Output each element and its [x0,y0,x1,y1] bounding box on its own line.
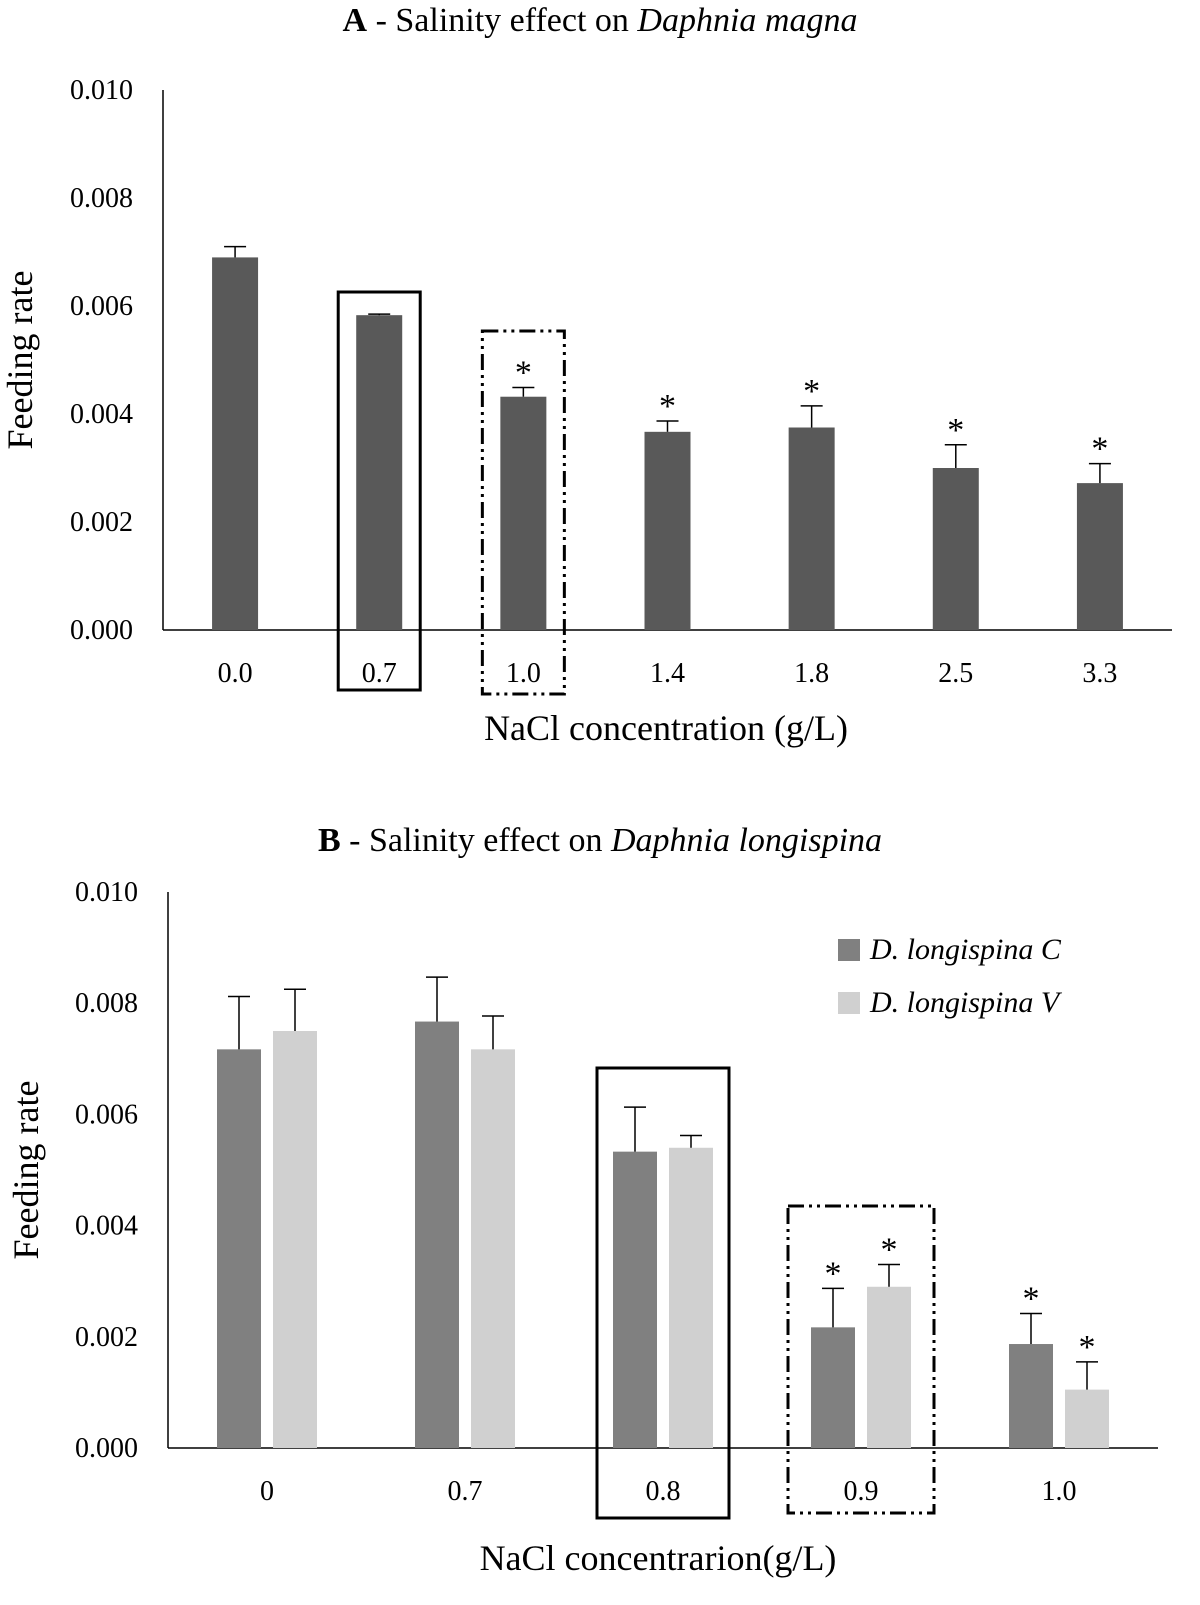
y-tick-label: 0.002 [70,507,133,538]
legend-swatch [838,939,860,961]
x-tick-label: 0.7 [362,658,397,689]
significance-star: * [825,1255,842,1292]
highlight-box-solid [595,1066,731,1520]
y-tick-label: 0.010 [70,75,133,106]
significance-star: * [515,355,532,392]
x-tick-label: 0.8 [646,1476,681,1507]
x-axis-label: NaCl concentrarion(g/L) [480,1538,837,1578]
x-tick-label: 1.8 [794,658,829,689]
y-tick-label: 0.004 [75,1211,138,1242]
bar [613,1151,657,1448]
y-tick-label: 0.000 [70,615,133,646]
title-text: - Salinity effect on [367,2,638,39]
chart-title-b: B - Salinity effect on Daphnia longispin… [0,822,1200,860]
significance-star: * [659,388,676,425]
bar [217,1049,261,1448]
significance-star: * [1079,1329,1096,1366]
title-text: - Salinity effect on [340,822,611,859]
bar-chart-b: 0.000 0.002 0.004 0.006 0.008 0.010 0 0.7 0.8 * * 0… [6,877,1158,1578]
x-tick-label: 1.0 [506,658,541,689]
highlight-box-dashdot [480,329,566,696]
bar [1076,483,1123,630]
y-tick-label: 0.006 [75,1099,138,1130]
x-tick-label: 0.9 [844,1476,879,1507]
title-letter: A [342,2,368,39]
significance-star: * [947,412,964,449]
bar [788,427,835,630]
significance-star: * [881,1232,898,1269]
y-tick-label: 0.008 [75,988,138,1019]
bar [212,257,259,630]
bar [1065,1389,1109,1448]
x-tick-label: 1.4 [650,658,685,689]
panel-b: B - Salinity effect on Daphnia longispin… [0,810,1200,1605]
highlight-box-solid [336,290,422,692]
y-tick-label: 0.008 [70,183,133,214]
y-tick-label: 0.010 [75,877,138,908]
significance-star: * [1023,1280,1040,1317]
bar [669,1147,713,1448]
y-axis-label: Feeding rate [6,1081,46,1260]
x-tick-label: 0 [260,1476,274,1507]
panel-a: A - Salinity effect on Daphnia magna 0.0… [0,0,1200,790]
x-tick-label: 0.7 [448,1476,483,1507]
x-axis-label: NaCl concentration (g/L) [484,708,848,748]
legend-label: D. longispina C [869,933,1062,966]
x-tick-label: 3.3 [1082,658,1117,689]
bar [415,1021,459,1448]
chart-title-a: A - Salinity effect on Daphnia magna [0,2,1200,40]
bar [273,1031,317,1448]
bar [932,468,979,630]
bar [356,315,403,630]
bar [471,1049,515,1448]
x-tick-label: 0.0 [218,658,253,689]
bar [644,431,691,630]
y-tick-label: 0.004 [70,399,133,430]
legend-swatch [838,992,860,1014]
bar [867,1286,911,1448]
bar [811,1327,855,1448]
title-species: Daphnia longispina [610,822,883,859]
y-axis-label: Feeding rate [0,271,40,450]
significance-star: * [803,373,820,410]
bar [500,396,547,630]
x-tick-label: 1.0 [1042,1476,1077,1507]
highlight-box-dashdot [786,1204,936,1515]
y-tick-label: 0.000 [75,1433,138,1464]
bar-chart-a: 0.000 0.002 0.004 0.006 0.008 0.010 0.0 0.7 * 1.0… [0,75,1172,748]
bar [1009,1344,1053,1448]
significance-star: * [1091,431,1108,468]
y-tick-label: 0.002 [75,1322,138,1353]
title-letter: B [317,822,341,859]
legend-label: D. longispina V [869,986,1063,1019]
x-tick-label: 2.5 [938,658,973,689]
title-species: Daphnia magna [637,2,858,39]
y-tick-label: 0.006 [70,291,133,322]
